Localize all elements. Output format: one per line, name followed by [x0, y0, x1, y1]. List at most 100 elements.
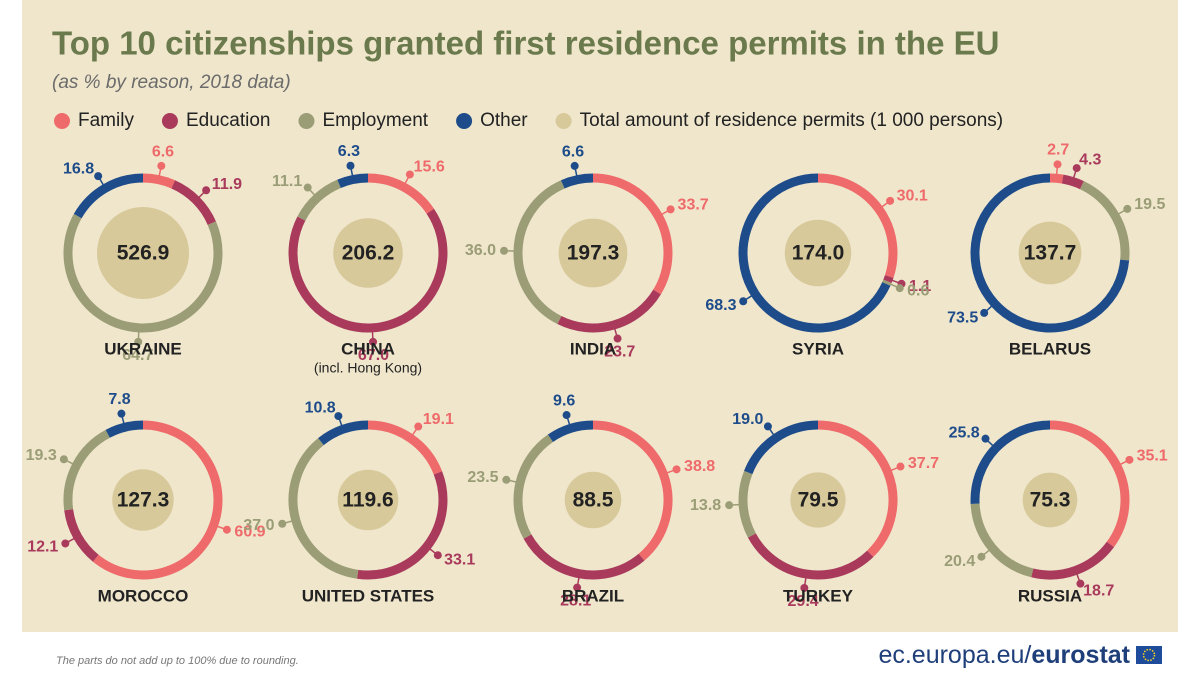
value-label: 33.1 [444, 551, 475, 568]
value-label: 37.0 [243, 517, 274, 534]
value-label: 6.6 [562, 143, 584, 160]
label-dot [117, 410, 125, 418]
country-name: MOROCCO [98, 586, 189, 605]
label-dot [1054, 160, 1062, 168]
subtitle: (as % by reason, 2018 data) [52, 72, 291, 93]
legend-label: Education [186, 110, 271, 131]
value-label: 19.1 [423, 411, 454, 428]
legend-swatch [456, 113, 472, 129]
label-dot [886, 197, 894, 205]
country-name: UNITED STATES [302, 586, 435, 605]
value-label: 23.5 [467, 469, 498, 486]
legend-swatch [298, 113, 314, 129]
label-dot [739, 297, 747, 305]
value-label: 6.6 [152, 143, 174, 160]
value-label: 10.8 [305, 400, 336, 417]
label-dot [571, 162, 579, 170]
label-dot [667, 205, 675, 213]
total-label: 88.5 [573, 489, 614, 512]
label-dot [980, 309, 988, 317]
total-label: 119.6 [342, 489, 393, 512]
label-dot [223, 526, 231, 534]
label-dot [764, 422, 772, 430]
label-dot [977, 553, 985, 561]
value-label: 25.8 [949, 424, 980, 441]
value-label: 37.7 [908, 455, 939, 472]
value-label: 11.1 [272, 173, 302, 190]
label-dot [157, 162, 165, 170]
source-brand: eurostat [1031, 641, 1130, 669]
country-name: BELARUS [1009, 339, 1091, 358]
value-label: 2.7 [1047, 142, 1069, 159]
legend-swatch [162, 113, 178, 129]
donut-segment [1063, 179, 1082, 185]
value-label: 68.3 [705, 297, 736, 314]
label-dot [60, 455, 68, 463]
label-dot [982, 435, 990, 443]
label-dot [725, 501, 733, 509]
value-label: 0.6 [907, 283, 929, 300]
label-dot [346, 162, 354, 170]
title: Top 10 citizenships granted first reside… [52, 25, 999, 62]
eu-flag [1136, 646, 1162, 664]
footnote: The parts do not add up to 100% due to r… [56, 655, 299, 667]
label-dot [563, 411, 571, 419]
legend-label: Family [78, 110, 134, 131]
value-label: 19.0 [732, 411, 763, 428]
label-dot [202, 186, 210, 194]
total-label: 526.9 [117, 242, 170, 265]
country-name: TURKEY [783, 586, 854, 605]
value-label: 38.8 [684, 458, 715, 475]
value-label: 16.8 [63, 160, 94, 177]
label-dot [1123, 205, 1131, 213]
label-dot [278, 520, 286, 528]
source-site: ec.europa.eu/ [878, 641, 1031, 669]
value-label: 19.3 [26, 447, 57, 464]
legend-label: Total amount of residence permits (1 000… [580, 110, 1004, 131]
value-label: 11.9 [212, 176, 242, 193]
value-label: 20.4 [944, 553, 975, 570]
label-dot [304, 184, 312, 192]
country-name: RUSSIA [1018, 586, 1082, 605]
value-label: 18.7 [1083, 582, 1114, 599]
label-dot [502, 476, 510, 484]
value-label: 13.8 [690, 497, 721, 514]
label-dot [500, 247, 508, 255]
label-dot [896, 463, 904, 471]
value-label: 30.1 [897, 187, 928, 204]
value-label: 4.3 [1079, 152, 1101, 169]
country-name: INDIA [570, 339, 616, 358]
label-dot [414, 423, 422, 431]
total-label: 79.5 [798, 489, 839, 512]
value-label: 36.0 [465, 242, 496, 259]
legend-swatch [54, 113, 70, 129]
label-dot [673, 465, 681, 473]
donut-segment [886, 281, 887, 284]
value-label: 19.5 [1134, 196, 1165, 213]
label-dot [1125, 456, 1133, 464]
total-label: 127.3 [117, 489, 170, 512]
legend-swatch [556, 113, 572, 129]
donut-segment [887, 276, 889, 281]
country-name: SYRIA [792, 339, 844, 358]
value-label: 73.5 [947, 310, 978, 327]
total-label: 197.3 [567, 242, 620, 265]
donut-segment [1050, 178, 1063, 179]
value-label: 35.1 [1137, 447, 1168, 464]
source: ec.europa.eu/eurostat [878, 641, 1130, 669]
value-label: 9.6 [553, 393, 575, 410]
total-label: 137.7 [1024, 242, 1077, 265]
country-name: CHINA [341, 339, 395, 358]
country-name: BRAZIL [562, 586, 624, 605]
label-dot [94, 172, 102, 180]
value-label: 12.1 [27, 539, 58, 556]
total-label: 174.0 [792, 242, 845, 265]
legend-label: Employment [322, 110, 428, 131]
value-label: 6.3 [338, 143, 360, 160]
legend-label: Other [480, 110, 528, 131]
value-label: 15.6 [414, 159, 445, 176]
total-label: 206.2 [342, 242, 395, 265]
country-note: (incl. Hong Kong) [314, 360, 422, 376]
value-label: 33.7 [678, 197, 709, 214]
